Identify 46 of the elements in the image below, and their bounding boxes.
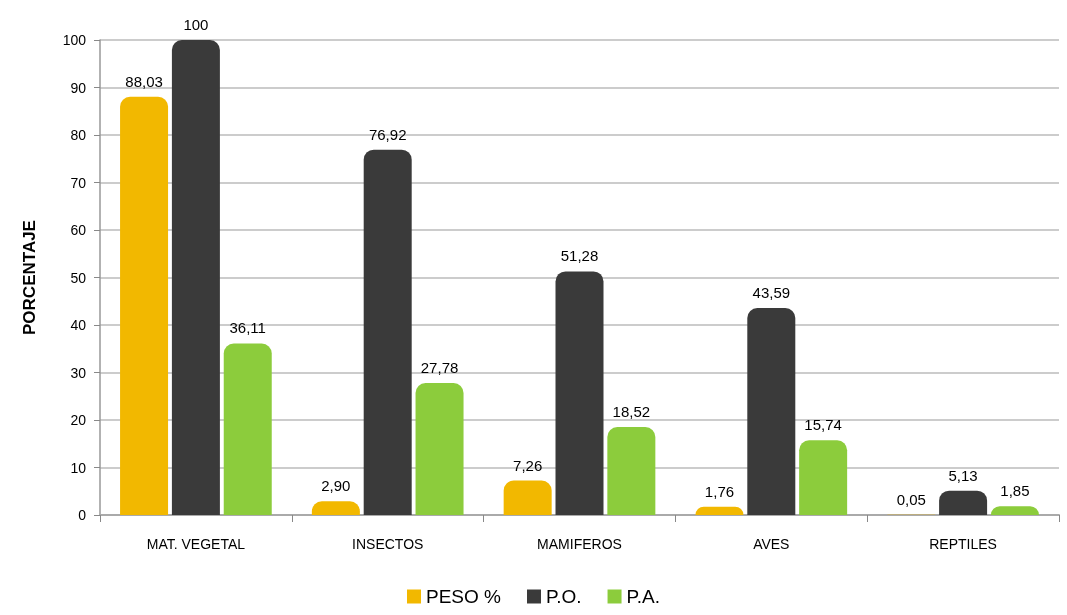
bar — [363, 149, 412, 515]
legend-label: P.O. — [545, 586, 582, 607]
data-label: 1,76 — [704, 482, 735, 500]
data-label: 36,11 — [229, 319, 266, 337]
data-label: 76,92 — [368, 125, 407, 143]
y-tick-label: 40 — [70, 317, 87, 333]
data-label: 51,28 — [560, 247, 599, 265]
bar — [939, 490, 988, 515]
data-label: 1,85 — [1000, 482, 1030, 500]
bar — [171, 40, 220, 515]
legend-label: P.A. — [626, 586, 661, 607]
x-tick-label: MAMIFEROS — [537, 536, 622, 552]
bar — [120, 96, 169, 515]
y-tick-label: 10 — [70, 459, 87, 476]
y-tick-label: 80 — [70, 127, 87, 143]
y-tick-label: 50 — [70, 269, 87, 286]
data-label: 7,26 — [513, 456, 543, 474]
data-label: 27,78 — [420, 359, 459, 377]
y-tick-label: 0 — [78, 507, 87, 523]
bar — [415, 383, 464, 515]
y-tick-label: 30 — [70, 364, 87, 381]
x-tick-label: REPTILES — [929, 536, 997, 552]
data-label: 43,59 — [752, 283, 791, 301]
legend-label: PESO % — [426, 586, 502, 607]
data-label: 0,05 — [896, 490, 926, 508]
bar — [223, 343, 272, 515]
bar — [607, 427, 656, 515]
y-axis-title: PORCENTAJE — [20, 220, 39, 335]
data-label: 2,90 — [321, 477, 351, 495]
bar — [799, 440, 848, 515]
y-tick-label: 90 — [70, 79, 87, 96]
bar — [503, 480, 552, 515]
y-tick-label: 70 — [70, 174, 87, 191]
data-label: 100 — [183, 16, 209, 33]
y-tick-label: 60 — [70, 222, 87, 238]
data-label: 18,52 — [612, 403, 651, 421]
data-label: 5,13 — [948, 466, 978, 484]
data-label: 88,03 — [125, 72, 163, 90]
bar — [747, 307, 796, 515]
x-tick-label: INSECTOS — [352, 536, 424, 552]
x-tick-label: MAT. VEGETAL — [146, 536, 246, 552]
bar — [555, 271, 604, 515]
data-label: 15,74 — [804, 416, 842, 434]
y-tick-label: 20 — [70, 412, 87, 428]
x-tick-label: AVES — [753, 536, 790, 552]
y-tick-label: 100 — [62, 32, 87, 48]
